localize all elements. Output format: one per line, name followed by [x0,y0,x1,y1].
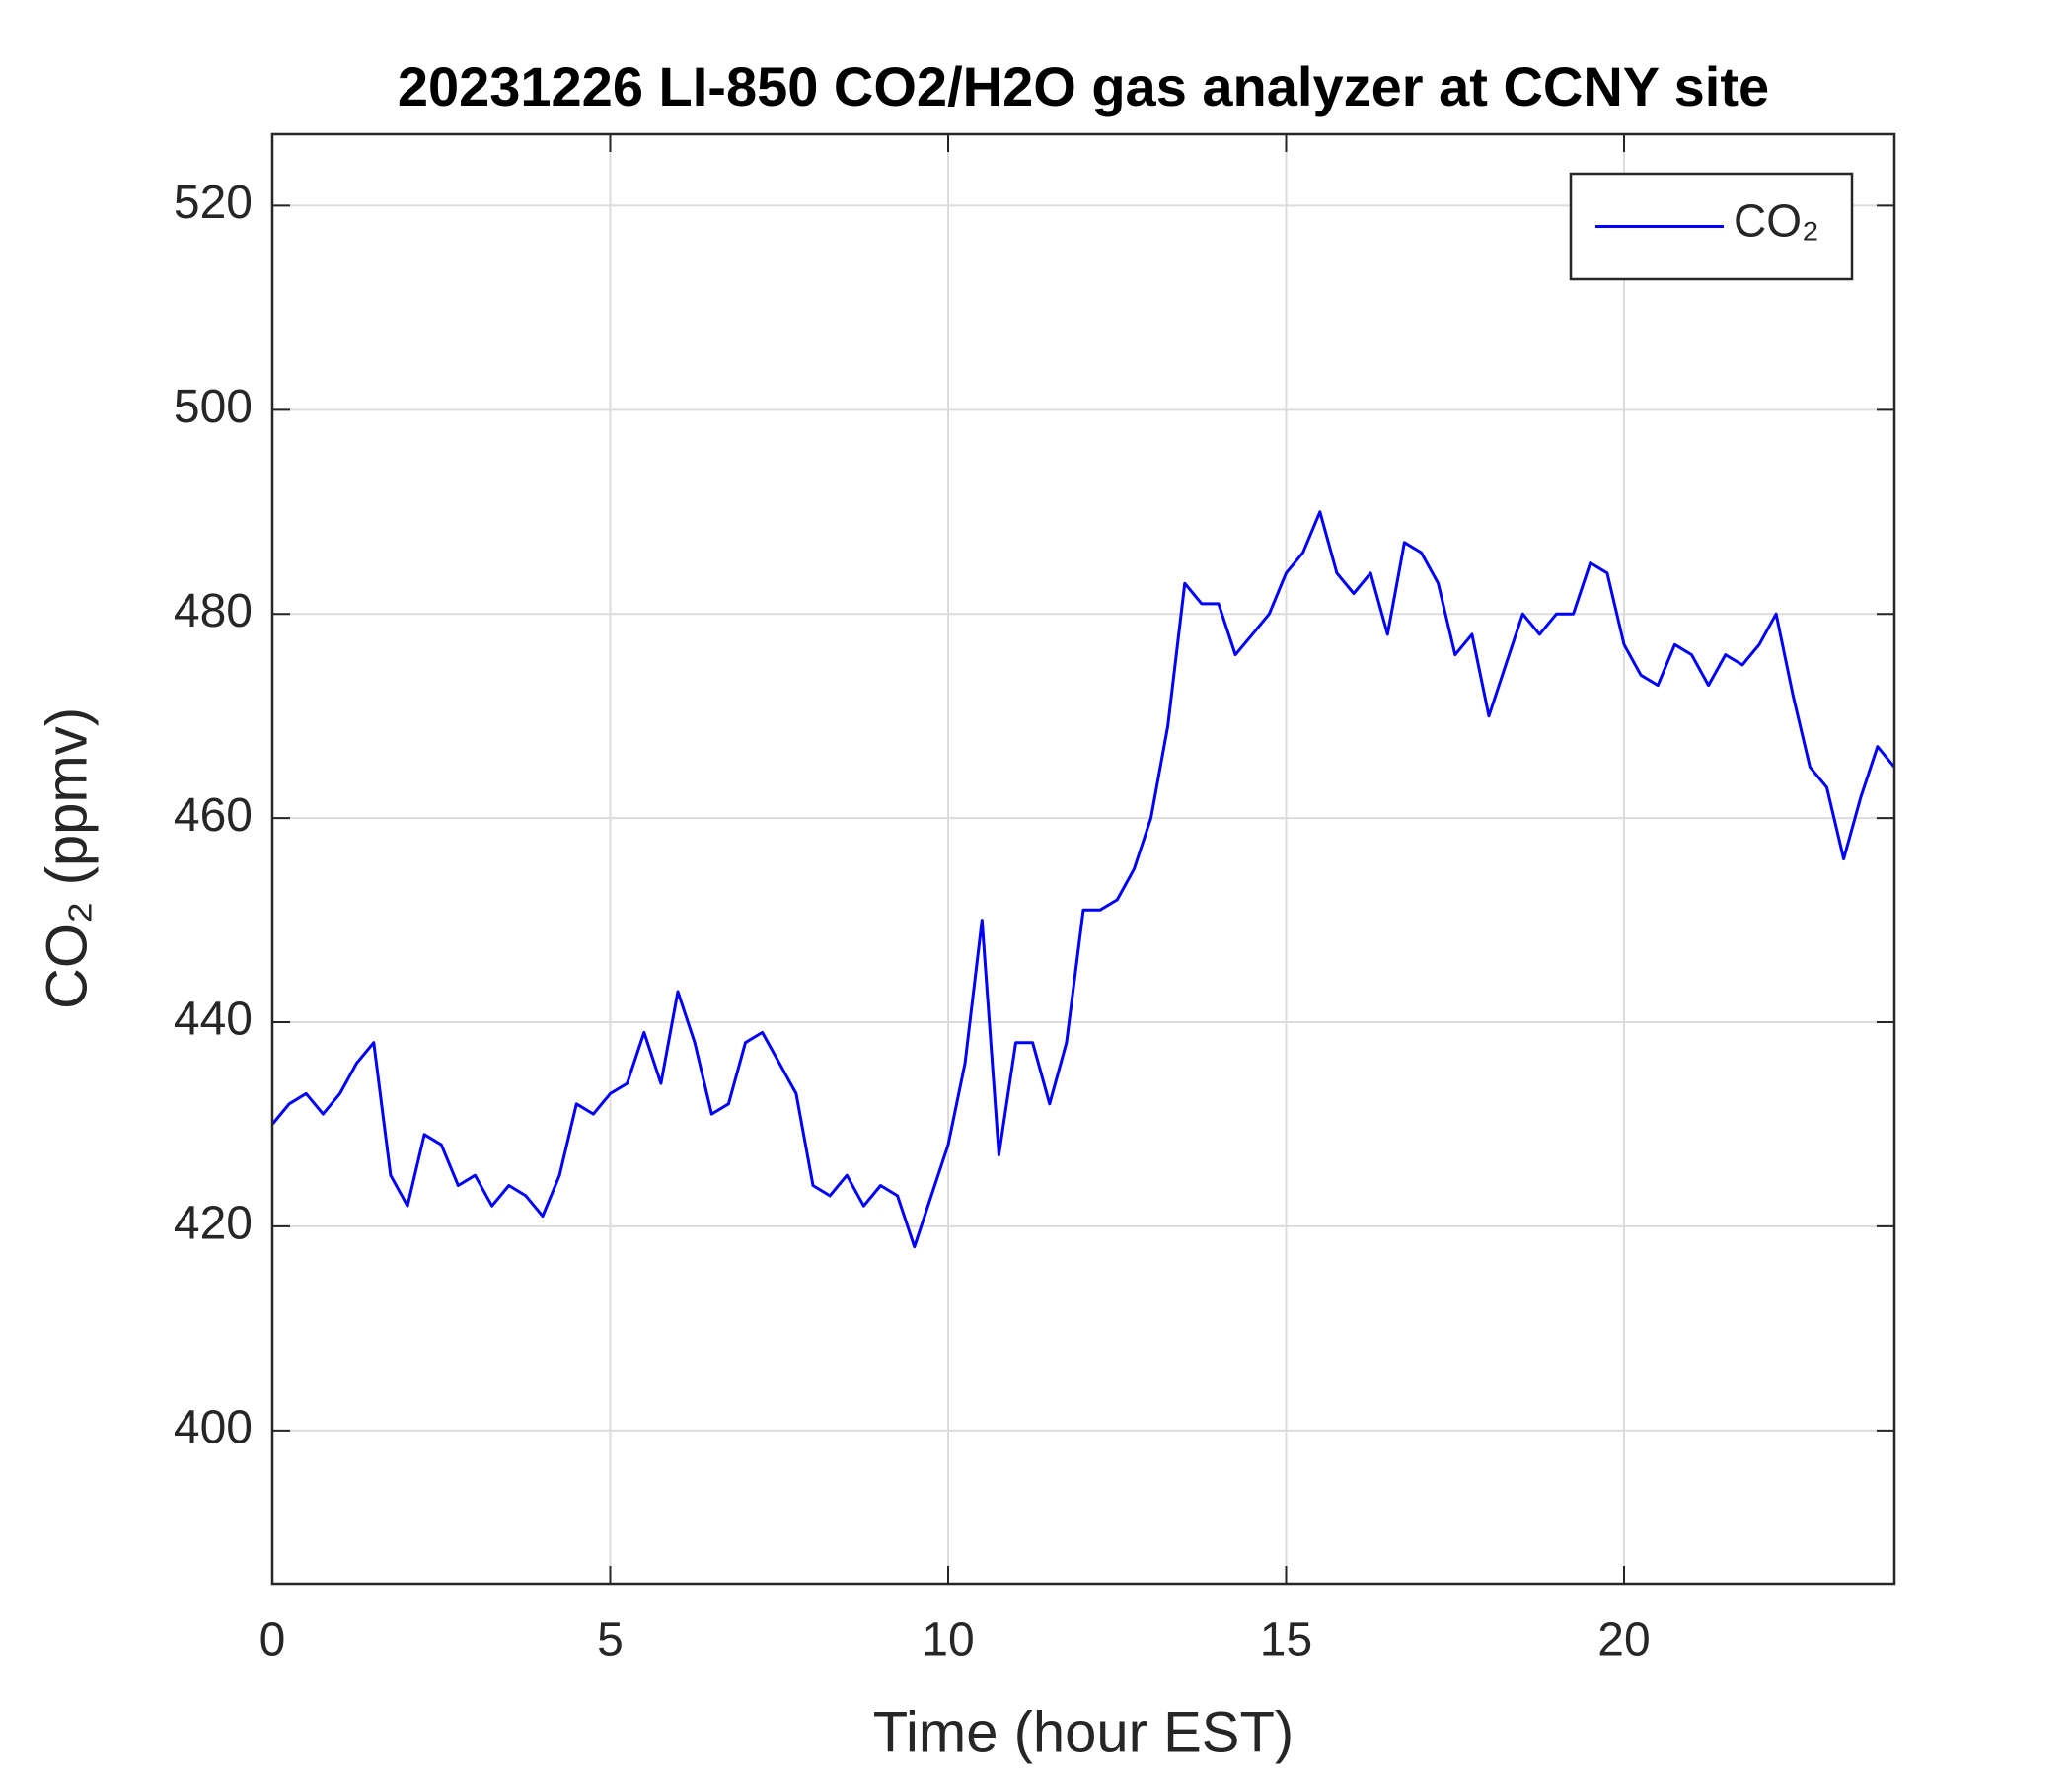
x-tick-label: 15 [1260,1614,1312,1666]
y-tick-label: 440 [174,994,253,1046]
legend-label: CO₂ [1734,195,1819,247]
y-tick-label: 520 [174,177,253,229]
x-tick-label: 20 [1597,1614,1650,1666]
chart-title: 20231226 LI-850 CO2/H2O gas analyzer at … [398,55,1769,117]
data-line [270,510,1896,1249]
y-tick-label: 400 [174,1401,253,1453]
y-axis-label: CO₂ (ppmv) [35,707,99,1009]
y-tick-label: 480 [174,585,253,637]
x-tick-label: 5 [597,1614,624,1666]
plot-frame [270,132,1896,1586]
x-tick-label: 10 [922,1614,974,1666]
x-tick-label: 0 [259,1614,286,1666]
y-tick-label: 460 [174,789,253,842]
x-axis-label: Time (hour EST) [873,1700,1294,1764]
y-tick-label: 420 [174,1198,253,1250]
y-tick-label: 500 [174,381,253,433]
legend: CO₂ [1569,172,1854,281]
